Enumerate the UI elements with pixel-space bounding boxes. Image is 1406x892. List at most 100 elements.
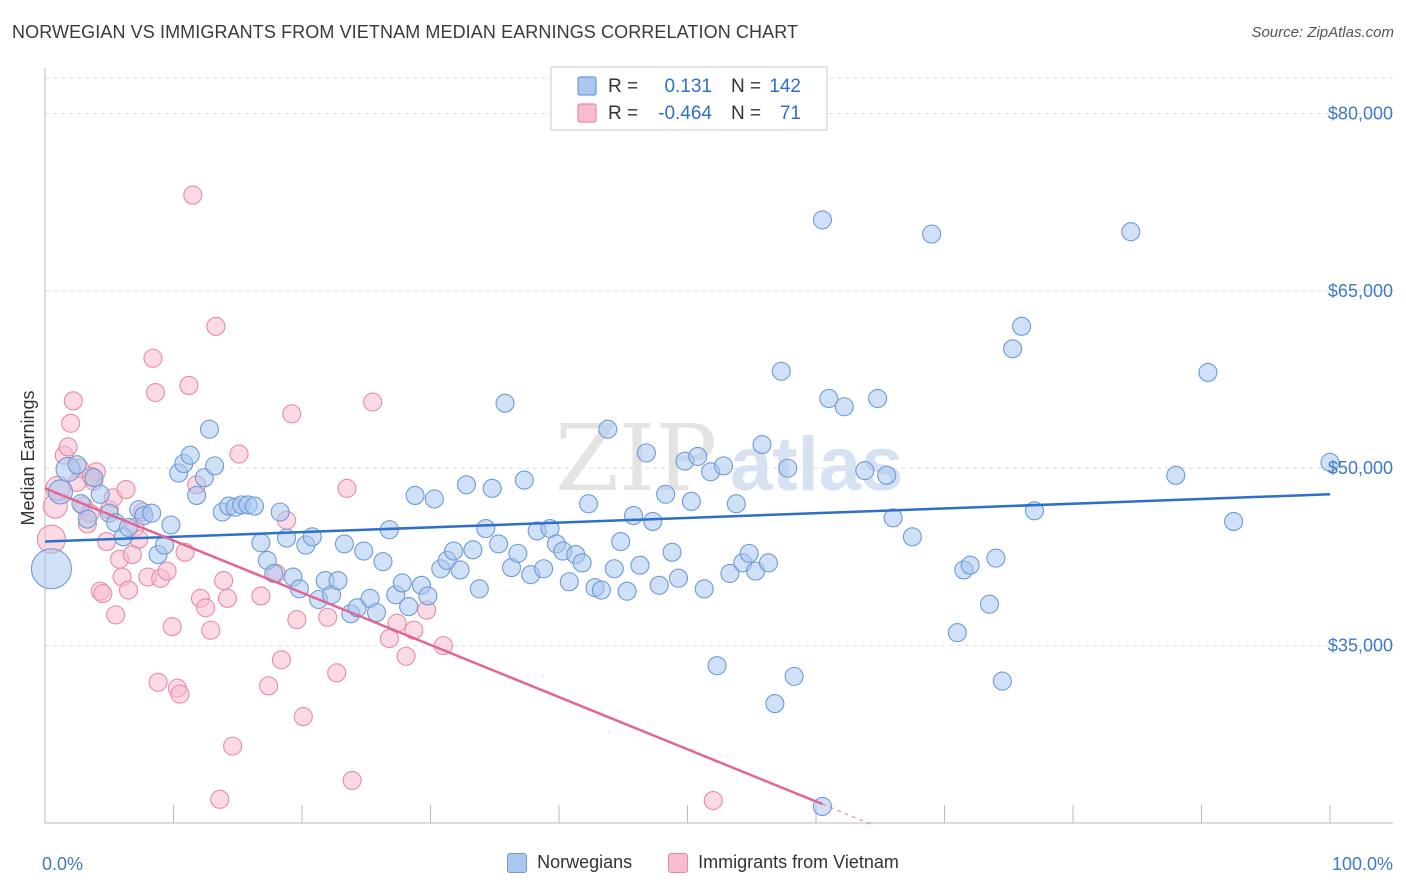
norwegian-point bbox=[591, 580, 611, 600]
norwegian-point bbox=[30, 548, 72, 590]
norwegian-point bbox=[947, 623, 967, 643]
norwegian-point bbox=[611, 532, 631, 552]
norwegian-point bbox=[713, 456, 734, 476]
series-norwegians-points bbox=[30, 210, 1340, 816]
legend-label-vietnam: Immigrants from Vietnam bbox=[698, 852, 899, 872]
norwegian-point bbox=[877, 465, 897, 485]
vietnam-point bbox=[703, 790, 723, 811]
legend-label-norwegians: Norwegians bbox=[537, 852, 633, 872]
norwegian-point bbox=[205, 456, 225, 476]
norwegian-point bbox=[1198, 362, 1218, 383]
norwegian-point bbox=[90, 484, 110, 504]
norwegian-point bbox=[636, 443, 656, 463]
legend-swatch-pink bbox=[577, 103, 597, 123]
vietnam-point bbox=[97, 532, 117, 552]
legend-swatch-norwegians bbox=[507, 852, 528, 873]
norwegian-point bbox=[366, 602, 387, 623]
norwegian-point bbox=[77, 509, 97, 529]
norwegian-point bbox=[778, 458, 798, 478]
norwegian-point bbox=[373, 552, 393, 572]
norwegian-point bbox=[868, 388, 888, 409]
norwegian-point bbox=[405, 485, 425, 505]
vietnam-point bbox=[363, 392, 383, 412]
x-tick-label-0: 0.0% bbox=[42, 854, 83, 874]
norwegian-point bbox=[270, 502, 290, 522]
vietnam-point bbox=[337, 478, 357, 498]
norwegian-point bbox=[251, 533, 271, 553]
norwegian-point bbox=[450, 560, 470, 580]
vietnam-point bbox=[396, 646, 416, 666]
vietnam-point bbox=[58, 437, 78, 457]
norwegian-point bbox=[199, 419, 220, 439]
norwegian-point bbox=[161, 515, 181, 535]
vietnam-point bbox=[229, 444, 249, 464]
norwegian-point bbox=[960, 555, 980, 575]
vietnam-point bbox=[217, 588, 238, 608]
vietnam-point bbox=[106, 605, 126, 625]
legend-n-label-1: N = bbox=[731, 76, 761, 97]
gridlines bbox=[45, 77, 1393, 647]
vietnam-point bbox=[293, 707, 313, 727]
regression-line-vietnam-extension bbox=[822, 803, 875, 827]
vietnam-point bbox=[251, 586, 271, 606]
vietnam-point bbox=[282, 404, 302, 424]
legend-r-label-1: R = bbox=[608, 76, 638, 97]
legend-item-norwegians[interactable]: Norwegians bbox=[507, 852, 632, 873]
vietnam-point bbox=[201, 620, 221, 640]
x-tick-label-1: 100.0% bbox=[1332, 854, 1393, 874]
norwegian-point bbox=[1166, 465, 1186, 485]
norwegian-point bbox=[489, 534, 509, 554]
norwegian-point bbox=[720, 563, 740, 584]
norwegian-point bbox=[819, 388, 839, 409]
norwegian-point bbox=[514, 470, 534, 490]
vietnam-point bbox=[214, 571, 234, 591]
norwegian-point bbox=[812, 796, 832, 816]
norwegian-point bbox=[623, 505, 644, 526]
norwegian-point bbox=[559, 572, 579, 592]
legend-swatch-blue bbox=[577, 76, 597, 96]
vietnam-point bbox=[206, 316, 226, 336]
norwegian-point bbox=[328, 571, 348, 591]
legend-n-label-2: N = bbox=[731, 103, 761, 124]
axes bbox=[44, 68, 1393, 824]
vietnam-point bbox=[162, 617, 182, 637]
norwegian-point bbox=[1003, 339, 1023, 359]
norwegian-point bbox=[834, 397, 854, 417]
vietnam-point bbox=[148, 672, 168, 692]
norwegian-point bbox=[482, 478, 502, 498]
x-tick-labels: 0.0% 100.0% bbox=[42, 854, 1393, 874]
norwegian-point bbox=[694, 579, 714, 599]
norwegian-point bbox=[579, 494, 599, 514]
norwegian-point bbox=[354, 541, 374, 561]
vietnam-point bbox=[196, 598, 216, 618]
norwegian-point bbox=[1012, 316, 1032, 336]
norwegian-point bbox=[604, 559, 624, 579]
y-axis-label: Median Earnings bbox=[18, 390, 38, 525]
norwegian-point bbox=[572, 553, 592, 573]
norwegian-point bbox=[922, 224, 942, 244]
norwegian-point bbox=[187, 485, 207, 505]
legend-item-vietnam[interactable]: Immigrants from Vietnam bbox=[668, 852, 899, 873]
norwegian-point bbox=[784, 666, 804, 686]
legend-r-value-2: -0.464 bbox=[658, 103, 712, 124]
norwegian-point bbox=[334, 534, 354, 554]
norwegian-point bbox=[67, 455, 87, 475]
norwegian-point bbox=[456, 475, 477, 495]
norwegian-point bbox=[902, 527, 922, 547]
vietnam-point bbox=[183, 185, 203, 205]
bottom-legend: Norwegians Immigrants from Vietnam bbox=[0, 852, 1406, 873]
norwegian-point bbox=[469, 579, 489, 599]
legend-box: R = 0.131 N = 142 R = -0.464 N = 71 bbox=[550, 66, 828, 131]
norwegian-point bbox=[986, 548, 1006, 568]
vietnam-point bbox=[93, 584, 113, 604]
norwegian-point bbox=[668, 568, 689, 588]
legend-swatch-vietnam bbox=[668, 852, 689, 873]
vietnam-point bbox=[116, 479, 136, 500]
norwegian-point bbox=[1224, 511, 1244, 532]
norwegian-point bbox=[855, 461, 875, 481]
watermark-atlas: atlas bbox=[730, 422, 903, 507]
vietnam-point bbox=[143, 348, 163, 368]
vietnam-point bbox=[259, 676, 279, 696]
norwegian-point bbox=[758, 553, 779, 573]
